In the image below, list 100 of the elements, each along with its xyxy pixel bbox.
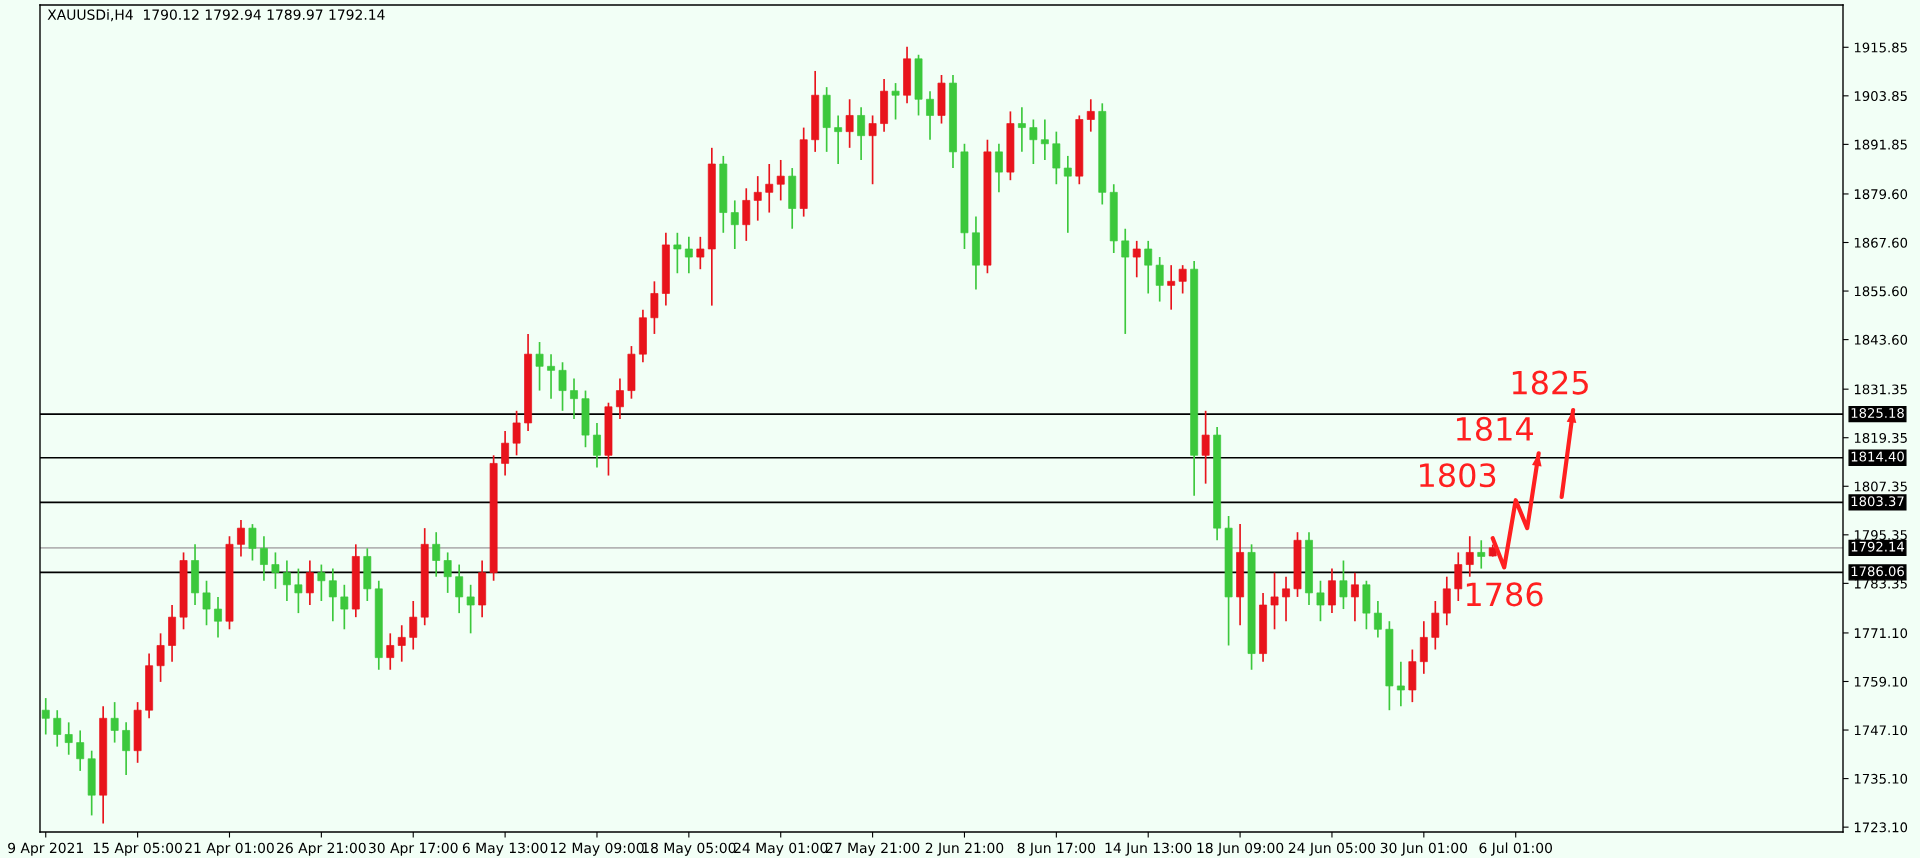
candlestick bbox=[305, 559, 314, 606]
x-tick-label: 26 Apr 21:00 bbox=[277, 842, 366, 856]
candlestick bbox=[1086, 98, 1095, 133]
x-tick-label: 21 Apr 01:00 bbox=[185, 842, 274, 856]
candlestick bbox=[616, 377, 624, 420]
x-tick-label: 6 Jul 01:00 bbox=[1479, 842, 1553, 856]
candlestick bbox=[466, 583, 475, 635]
y-tick-label: 1903.85 bbox=[1854, 91, 1907, 102]
candlestick bbox=[1316, 579, 1325, 623]
x-tick-label: 9 Apr 2021 bbox=[8, 842, 83, 856]
y-tick-label: 1795.35 bbox=[1854, 530, 1907, 541]
candlestick bbox=[558, 361, 567, 412]
annotation: 1786 bbox=[1466, 582, 1543, 607]
candlestick bbox=[765, 163, 774, 214]
y-tick-label: 1879.60 bbox=[1854, 189, 1908, 200]
candlestick bbox=[1373, 600, 1382, 639]
candlestick bbox=[1063, 155, 1072, 234]
candlestick bbox=[1465, 535, 1474, 578]
x-tick-label: 6 May 13:00 bbox=[462, 842, 548, 856]
candlestick bbox=[1040, 118, 1049, 161]
candlestick bbox=[1351, 571, 1359, 623]
candlestick bbox=[673, 231, 682, 275]
candlestick bbox=[1201, 409, 1210, 485]
candlestick bbox=[455, 563, 464, 614]
candlestick bbox=[248, 523, 257, 562]
candlestick bbox=[214, 596, 222, 639]
candlestick bbox=[926, 90, 934, 141]
candlestick bbox=[730, 199, 739, 250]
y-tick-label: 1855.60 bbox=[1854, 286, 1908, 297]
candlestick bbox=[1282, 575, 1290, 623]
candlestick bbox=[535, 341, 544, 392]
candlestick bbox=[834, 114, 843, 165]
candlestick bbox=[294, 567, 303, 614]
annotation: 1814 bbox=[1456, 416, 1533, 441]
candlestick bbox=[328, 567, 337, 623]
candlestick bbox=[1167, 264, 1176, 311]
x-tick-label: 30 Jun 01:00 bbox=[1380, 842, 1468, 856]
x-tick-label: 30 Apr 17:00 bbox=[369, 842, 458, 856]
x-tick-label: 14 Jun 13:00 bbox=[1105, 842, 1192, 856]
candlestick bbox=[776, 159, 785, 202]
ref-line-label: 1792.14 bbox=[1851, 541, 1905, 552]
y-tick-label: 1915.85 bbox=[1854, 42, 1907, 53]
candlestick bbox=[995, 142, 1003, 194]
x-tick-label: 18 Jun 09:00 bbox=[1197, 842, 1284, 856]
y-tick-label: 1723.10 bbox=[1854, 822, 1908, 833]
x-tick-label: 27 May 21:00 bbox=[825, 842, 920, 856]
y-tick-label: 1819.35 bbox=[1854, 432, 1907, 443]
candlestick bbox=[593, 422, 601, 469]
x-tick-label: 24 Jun 05:00 bbox=[1288, 842, 1376, 856]
candlestick bbox=[1178, 264, 1187, 295]
candlestick bbox=[397, 624, 406, 663]
x-tick-label: 18 May 05:00 bbox=[642, 842, 736, 856]
candlestick bbox=[283, 559, 291, 602]
candlestick bbox=[64, 721, 73, 756]
y-tick-label: 1867.60 bbox=[1854, 237, 1908, 248]
candlestick bbox=[260, 535, 268, 582]
candlestick bbox=[110, 701, 119, 744]
ref-line-label: 1814.40 bbox=[1851, 451, 1904, 462]
candlestick bbox=[202, 579, 211, 627]
candlestick bbox=[340, 583, 349, 631]
x-tick-label: 15 Apr 05:00 bbox=[93, 842, 182, 856]
candlestick bbox=[1339, 559, 1348, 610]
candlestick bbox=[1155, 256, 1164, 303]
candlestick bbox=[570, 377, 578, 420]
annotation: 1825 bbox=[1512, 370, 1588, 395]
candlestick bbox=[317, 563, 326, 602]
y-tick-label: 1807.35 bbox=[1854, 481, 1907, 492]
candlestick bbox=[696, 236, 705, 271]
candlestick bbox=[501, 430, 510, 477]
candlestick bbox=[443, 551, 452, 594]
candlestick bbox=[868, 114, 877, 186]
y-tick-label: 1783.35 bbox=[1854, 578, 1907, 589]
candlestick bbox=[386, 632, 395, 671]
y-tick-label: 1771.10 bbox=[1854, 628, 1908, 639]
y-tick-label: 1759.10 bbox=[1854, 676, 1908, 687]
chart-title: XAUUSDi,H4 1790.12 1792.94 1789.97 1792.14 bbox=[47, 9, 385, 22]
candlestick bbox=[1121, 227, 1130, 335]
candlestick bbox=[1396, 660, 1405, 708]
candlestick bbox=[41, 697, 50, 736]
candlestick bbox=[1144, 240, 1153, 295]
candlestick bbox=[684, 236, 693, 275]
candlestick bbox=[237, 519, 245, 558]
candlestick bbox=[432, 531, 441, 578]
y-tick-label: 1735.10 bbox=[1854, 773, 1908, 784]
candlestick bbox=[76, 729, 85, 772]
candlestick bbox=[512, 409, 521, 457]
candlestick bbox=[845, 98, 854, 149]
y-tick-label: 1891.85 bbox=[1854, 139, 1907, 150]
candlestick bbox=[156, 632, 165, 683]
candlestick bbox=[857, 106, 866, 161]
candlestick bbox=[122, 721, 131, 776]
x-tick-label: 24 May 01:00 bbox=[734, 842, 828, 856]
y-tick-label: 1843.60 bbox=[1854, 334, 1908, 345]
y-tick-label: 1831.35 bbox=[1854, 384, 1907, 395]
candlestick bbox=[1270, 571, 1279, 631]
y-tick-label: 1747.10 bbox=[1854, 725, 1908, 736]
candlestick bbox=[1477, 539, 1486, 570]
candlestick bbox=[891, 82, 900, 121]
candlestick bbox=[271, 551, 280, 590]
ref-line-label: 1786.06 bbox=[1851, 566, 1904, 577]
